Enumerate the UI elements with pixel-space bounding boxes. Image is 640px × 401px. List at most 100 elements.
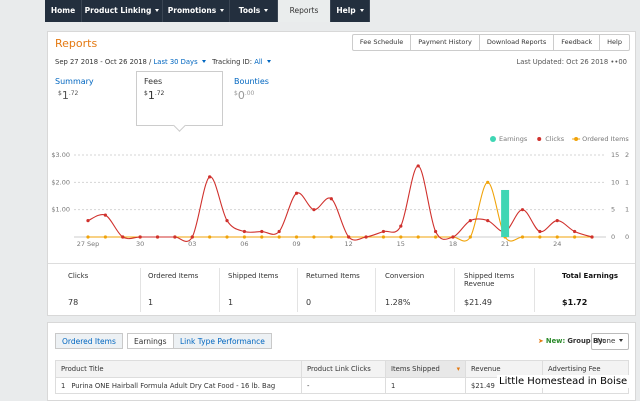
point (433, 229, 438, 234)
x-tick-label: 09 (292, 240, 300, 248)
point (520, 235, 525, 239)
point (486, 180, 490, 184)
point (538, 229, 542, 234)
point (294, 191, 299, 195)
stat-label: Shipped Items (228, 272, 279, 280)
cents: .72 (154, 90, 165, 97)
y2-tick-label: 15 (611, 151, 619, 159)
button[interactable]: Feedback (553, 35, 599, 50)
point (329, 197, 333, 201)
bounties-tab[interactable]: Bounties $0.00 (234, 77, 269, 102)
y3-tick-label: 1 (625, 206, 629, 214)
stat-label: Conversion (385, 272, 425, 280)
cents: .72 (68, 90, 79, 97)
x-tick-label: 21 (501, 240, 509, 248)
currency: $ (58, 90, 62, 97)
last-updated: Last Updated: Oct 26 2018 ••00 (516, 58, 627, 66)
cell: - (301, 377, 386, 394)
column-header[interactable]: Advertising Fee (542, 360, 629, 378)
whole: 0 (237, 89, 245, 102)
table-tab[interactable]: Earnings (127, 333, 174, 349)
tracking-select[interactable]: All (254, 58, 270, 66)
x-tick-label: 12 (345, 240, 353, 248)
divider (297, 268, 298, 312)
column-header[interactable]: Product Link Clicks (301, 360, 386, 378)
divider (454, 268, 455, 312)
summary-tab[interactable]: Summary $1.72 (55, 77, 94, 102)
point (260, 235, 264, 239)
divider (219, 268, 220, 312)
button[interactable]: Help (599, 35, 629, 50)
y2-tick-label: 10 (611, 178, 619, 186)
legend-marker (574, 137, 579, 141)
legend-marker (537, 137, 542, 141)
column-header[interactable]: Items Shipped ▾ (385, 360, 466, 378)
tab-value: $1.72 (144, 89, 215, 102)
column-header[interactable]: Product Title (55, 360, 302, 378)
tracking-label: Tracking ID: (212, 58, 253, 66)
point (416, 235, 420, 239)
line (87, 165, 593, 242)
tab-label: Bounties (234, 77, 269, 86)
stat-label: Shipped Items Revenue (464, 272, 515, 288)
button[interactable]: Download Reports (478, 35, 553, 50)
period-select[interactable]: Last 30 Days (154, 58, 206, 66)
x-tick-label: 15 (397, 240, 405, 248)
y2-tick-label: 5 (611, 206, 615, 214)
button[interactable]: Fee Schedule (359, 38, 404, 46)
point (468, 235, 472, 239)
group-by-label: Group By: (567, 337, 606, 345)
cell: 1 (385, 377, 466, 394)
group-by-select[interactable]: None (591, 333, 630, 350)
report-panel: Reports Fee Schedule Payment History Dow… (47, 31, 636, 316)
separator: / (149, 58, 152, 66)
point (520, 208, 525, 212)
point (86, 235, 90, 239)
point (573, 229, 577, 234)
point (103, 235, 107, 239)
point (555, 219, 559, 223)
page-title: Reports (55, 37, 98, 50)
point (121, 235, 125, 239)
currency: $ (234, 90, 238, 97)
y-tick-label: $3.00 (51, 151, 70, 159)
point (486, 219, 490, 223)
point (277, 229, 281, 234)
stat-value: 78 (68, 298, 79, 307)
divider (534, 268, 535, 312)
stat-label: Returned Items (306, 272, 360, 280)
bar (501, 189, 510, 237)
nav-bar: Home Product Linking Promotions Tools Re… (45, 0, 370, 22)
point (294, 235, 299, 239)
line (88, 181, 592, 242)
tab-label: Summary (55, 77, 94, 86)
nav-item[interactable]: Tools (230, 0, 278, 22)
table-tab[interactable]: Ordered Items (55, 333, 123, 349)
point (433, 235, 438, 239)
nav-item[interactable]: Help (331, 0, 370, 22)
legend-label: Ordered Items (582, 135, 629, 143)
point (381, 235, 386, 239)
header-row: Product Title Product Link Clicks Items … (55, 360, 629, 378)
new-label: New: (545, 337, 566, 345)
currency: $ (144, 90, 148, 97)
table-tab[interactable]: Link Type Performance (173, 333, 272, 349)
x-tick-label: 24 (553, 240, 561, 248)
fees-tab[interactable]: Fees $1.72 (136, 71, 223, 132)
y-tick-label: $1.00 (51, 206, 70, 214)
filter-row: Sep 27 2018 - Oct 26 2018 / Last 30 Days… (55, 58, 271, 66)
column-header[interactable]: Revenue (465, 360, 543, 378)
stat-value: 0 (306, 298, 312, 307)
point (555, 235, 559, 239)
point (573, 235, 577, 239)
point (364, 235, 368, 239)
point (242, 229, 247, 234)
stat-value: 1 (228, 298, 234, 307)
button[interactable]: Payment History (410, 35, 479, 50)
tab-value: $1.72 (58, 89, 94, 102)
point (260, 229, 264, 234)
point (329, 235, 333, 239)
whole: 1 (61, 89, 69, 102)
point (208, 235, 212, 239)
